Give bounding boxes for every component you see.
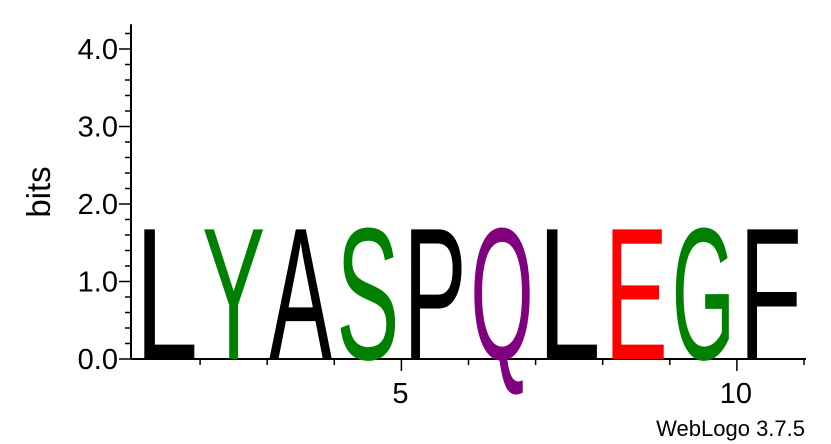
logo-letter-p: P	[403, 188, 466, 399]
y-axis: 0.0 1.0 2.0 3.0 4.0	[78, 24, 132, 376]
logo-letter-l: L	[538, 188, 601, 399]
logo-letter-a: A	[269, 188, 332, 399]
logo-letter-s: S	[336, 188, 399, 399]
y-tick-label: 0.0	[78, 344, 118, 376]
weblogo-credit: WebLogo 3.7.5	[656, 416, 805, 441]
y-tick-label: 4.0	[78, 34, 118, 66]
y-tick-label: 3.0	[78, 112, 118, 144]
x-axis: 5 10	[131, 358, 806, 410]
logo-letter-f: F	[739, 189, 802, 400]
logo-letter-l: L	[135, 188, 198, 399]
x-tick-label: 10	[720, 378, 752, 410]
logo-letter-y: Y	[202, 188, 265, 399]
logo-letter-g: G	[672, 189, 735, 399]
x-tick-label: 5	[392, 378, 408, 410]
logo-letter-q: Q	[471, 189, 534, 399]
y-tick-label: 2.0	[78, 189, 118, 221]
y-tick-label: 1.0	[78, 267, 118, 299]
logo-letter-e: E	[605, 188, 668, 399]
y-axis-label: bits	[20, 166, 57, 217]
